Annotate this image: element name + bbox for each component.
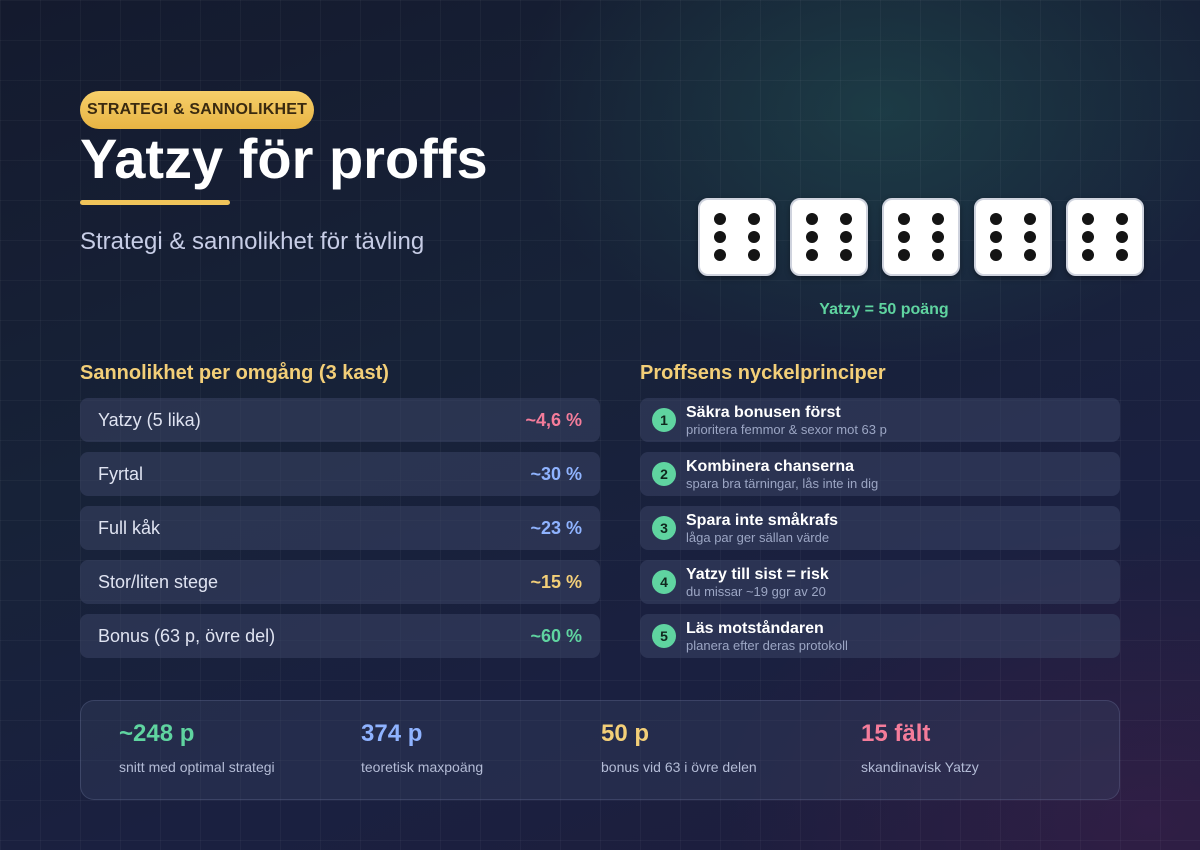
title-underline bbox=[80, 200, 230, 205]
probability-value: ~30 % bbox=[530, 463, 582, 484]
principle-title: Spara inte småkrafs bbox=[686, 511, 839, 529]
principle-item: 1 Säkra bonusen först prioritera femmor &… bbox=[640, 398, 1120, 442]
die-six-icon bbox=[698, 198, 776, 276]
probability-row: Fyrtal ~30 % bbox=[80, 452, 600, 496]
principle-title: Säkra bonusen först bbox=[686, 403, 841, 421]
probability-row: Yatzy (5 lika) ~4,6 % bbox=[80, 398, 600, 442]
principle-item: 4 Yatzy till sist = risk du missar ~19 gg… bbox=[640, 560, 1120, 604]
principles-section-title: Proffsens nyckelprinciper bbox=[640, 362, 886, 384]
stat-label: snitt med optimal strategi bbox=[119, 759, 275, 775]
stats-panel: ~248 p snitt med optimal strategi 374 p … bbox=[80, 700, 1120, 800]
stat-value: ~248 p bbox=[119, 720, 195, 747]
stat-value: 50 p bbox=[601, 720, 650, 747]
category-badge: STRATEGI & SANNOLIKHET bbox=[80, 91, 315, 129]
probability-label: Stor/liten stege bbox=[98, 571, 219, 592]
page-title: Yatzy för proffs bbox=[80, 127, 488, 190]
principle-item: 5 Läs motståndaren planera efter deras pr… bbox=[640, 614, 1120, 658]
principle-description: låga par ger sällan värde bbox=[686, 529, 830, 545]
probability-list: Yatzy (5 lika) ~4,6 % Fyrtal ~30 % Full … bbox=[80, 398, 600, 668]
principle-title: Yatzy till sist = risk bbox=[686, 565, 829, 583]
probability-label: Yatzy (5 lika) bbox=[98, 409, 201, 430]
probability-value: ~60 % bbox=[530, 625, 582, 646]
stat-value: 374 p bbox=[361, 720, 423, 747]
stat-label: bonus vid 63 i övre delen bbox=[601, 759, 757, 775]
probability-label: Full kåk bbox=[98, 517, 161, 538]
step-number-badge: 2 bbox=[652, 462, 676, 486]
probability-label: Fyrtal bbox=[98, 463, 143, 484]
probability-row: Stor/liten stege ~15 % bbox=[80, 560, 600, 604]
dice-row bbox=[698, 198, 1144, 276]
step-number-badge: 3 bbox=[652, 516, 676, 540]
die-six-icon bbox=[790, 198, 868, 276]
principles-list: 1 Säkra bonusen först prioritera femmor &… bbox=[640, 398, 1120, 668]
stat-value: 15 fält bbox=[861, 720, 931, 747]
die-six-icon bbox=[882, 198, 960, 276]
stat-label: skandinavisk Yatzy bbox=[861, 759, 979, 775]
stat-average-score: ~248 p snitt med optimal strategi bbox=[119, 719, 275, 775]
step-number-badge: 1 bbox=[652, 408, 676, 432]
probability-value: ~15 % bbox=[530, 571, 582, 592]
step-number-badge: 5 bbox=[652, 624, 676, 648]
step-number-badge: 4 bbox=[652, 570, 676, 594]
probability-value: ~23 % bbox=[530, 517, 582, 538]
probability-row: Full kåk ~23 % bbox=[80, 506, 600, 550]
stat-bonus: 50 p bonus vid 63 i övre delen bbox=[601, 719, 757, 775]
dice-caption: Yatzy = 50 poäng bbox=[819, 301, 949, 318]
stat-label: teoretisk maxpoäng bbox=[361, 759, 484, 775]
principle-item: 3 Spara inte småkrafs låga par ger sällan… bbox=[640, 506, 1120, 550]
probability-value: ~4,6 % bbox=[525, 409, 582, 430]
probability-row: Bonus (63 p, övre del) ~60 % bbox=[80, 614, 600, 658]
principle-title: Kombinera chanserna bbox=[686, 457, 855, 475]
stat-fields: 15 fält skandinavisk Yatzy bbox=[861, 719, 979, 775]
principle-description: planera efter deras protokoll bbox=[686, 637, 848, 653]
die-six-icon bbox=[1066, 198, 1144, 276]
principle-title: Läs motståndaren bbox=[686, 619, 824, 637]
principle-item: 2 Kombinera chanserna spara bra tärningar… bbox=[640, 452, 1120, 496]
stat-max-score: 374 p teoretisk maxpoäng bbox=[361, 719, 483, 775]
die-six-icon bbox=[974, 198, 1052, 276]
principle-description: prioritera femmor & sexor mot 63 p bbox=[686, 421, 887, 437]
principle-description: du missar ~19 ggr av 20 bbox=[686, 583, 826, 599]
principle-description: spara bra tärningar, lås inte in dig bbox=[686, 475, 879, 491]
probability-section-title: Sannolikhet per omgång (3 kast) bbox=[80, 362, 389, 384]
page-subtitle: Strategi & sannolikhet för tävling bbox=[80, 228, 425, 255]
probability-label: Bonus (63 p, övre del) bbox=[98, 625, 276, 646]
